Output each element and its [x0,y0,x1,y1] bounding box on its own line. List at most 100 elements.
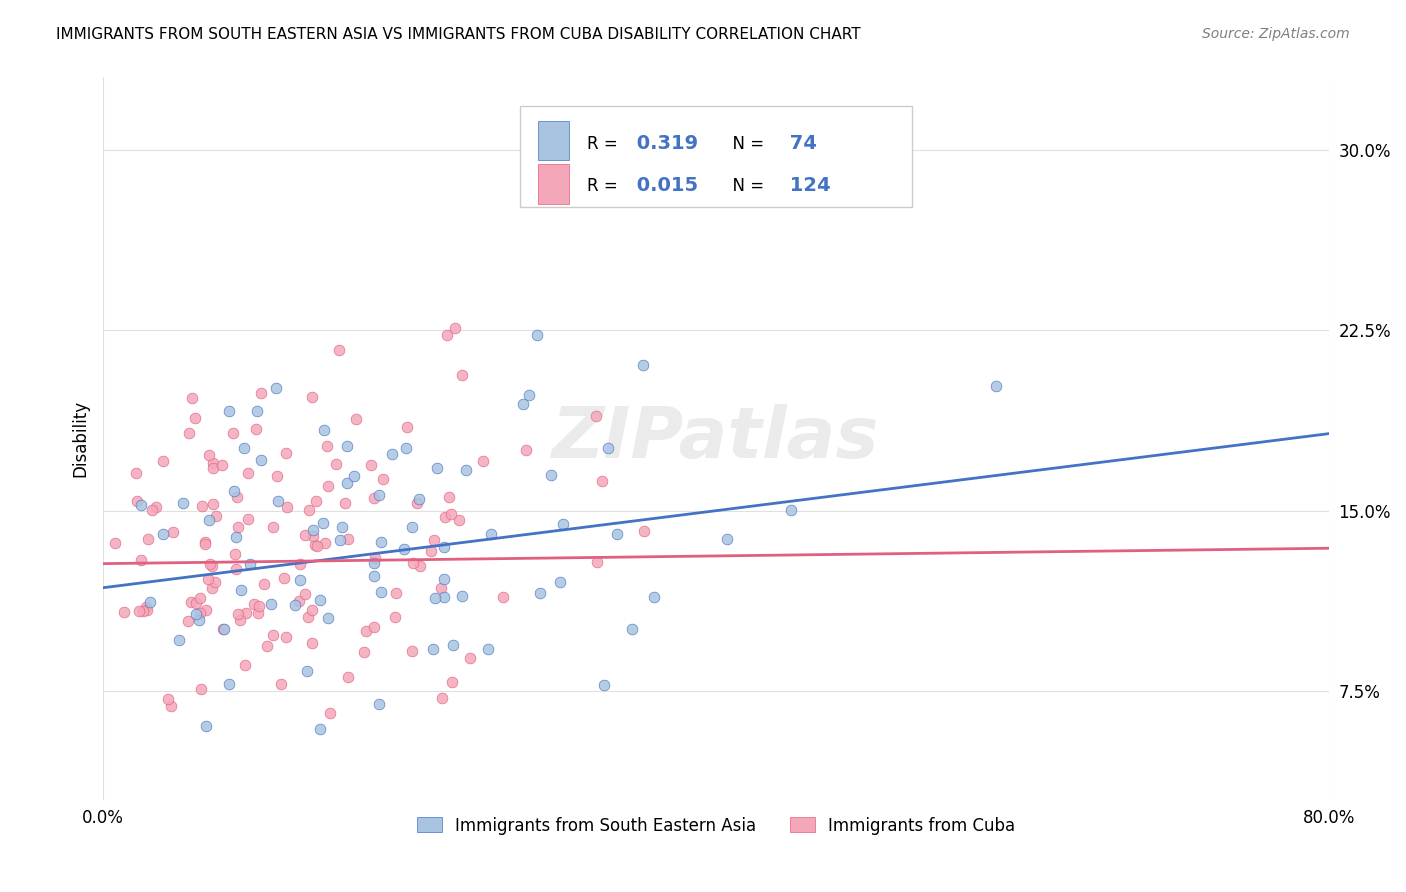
Point [222,426,245,441]
Point [515,442,537,457]
Point [370,585,392,599]
Point [335,496,357,510]
Point [190,681,212,696]
Point [260,597,283,611]
Point [433,540,456,554]
Point [328,343,350,358]
Point [294,527,316,541]
Point [316,439,339,453]
Point [472,454,495,468]
Point [314,536,336,550]
Point [162,525,184,540]
Point [368,697,391,711]
Text: ZIPatlas: ZIPatlas [553,404,880,473]
Point [423,533,446,548]
Point [336,532,359,546]
Text: Source: ZipAtlas.com: Source: ZipAtlas.com [1202,27,1350,41]
Text: IMMIGRANTS FROM SOUTH EASTERN ASIA VS IMMIGRANTS FROM CUBA DISABILITY CORRELATIO: IMMIGRANTS FROM SOUTH EASTERN ASIA VS IM… [56,27,860,42]
Point [136,603,159,617]
Point [492,590,515,604]
Point [201,461,224,475]
Point [986,378,1008,392]
Point [262,519,284,533]
Point [643,590,665,604]
Point [529,585,551,599]
Point [152,454,174,468]
Point [290,573,312,587]
Point [631,358,654,372]
Point [224,548,246,562]
Point [553,516,575,531]
Point [198,557,221,571]
Point [152,526,174,541]
Point [129,498,152,512]
Point [229,613,252,627]
Point [284,598,307,612]
Point [301,636,323,650]
Point [301,529,323,543]
Point [125,494,148,508]
Point [458,651,481,665]
Point [316,479,339,493]
Point [172,496,194,510]
Point [439,490,461,504]
Point [305,493,328,508]
Point [363,620,385,634]
Point [204,574,226,589]
Point [301,602,323,616]
FancyBboxPatch shape [538,120,569,161]
Point [157,691,180,706]
Point [226,520,249,534]
Point [288,558,311,572]
Point [360,458,382,472]
Point [368,488,391,502]
Point [233,441,256,455]
Point [249,453,271,467]
Text: R =: R = [588,135,623,153]
Point [112,605,135,619]
Point [336,439,359,453]
Point [314,423,336,437]
Point [343,469,366,483]
Point [433,572,456,586]
Point [450,368,472,383]
Text: 0.319: 0.319 [630,135,699,153]
Point [430,691,453,706]
Point [186,596,208,610]
Point [540,468,562,483]
Point [231,583,253,598]
Point [236,466,259,480]
Point [253,577,276,591]
Point [273,571,295,585]
Point [620,622,643,636]
Point [385,586,408,600]
Point [449,513,471,527]
Point [276,500,298,515]
Point [139,595,162,609]
Point [606,527,628,541]
Point [329,533,352,548]
Point [226,607,249,622]
Point [512,397,534,411]
Legend: Immigrants from South Eastern Asia, Immigrants from Cuba: Immigrants from South Eastern Asia, Immi… [416,816,1015,835]
Point [430,581,453,595]
Point [145,500,167,515]
Point [394,541,416,556]
Point [288,594,311,608]
Point [194,537,217,551]
FancyBboxPatch shape [520,106,912,208]
Point [247,599,270,614]
Point [585,409,607,423]
Point [129,553,152,567]
Point [450,589,472,603]
Point [422,642,444,657]
Point [297,610,319,624]
Point [242,597,264,611]
Point [181,392,204,406]
Point [364,550,387,565]
Point [238,512,260,526]
Point [135,599,157,614]
Point [177,614,200,628]
Point [309,722,332,736]
Point [330,520,353,534]
